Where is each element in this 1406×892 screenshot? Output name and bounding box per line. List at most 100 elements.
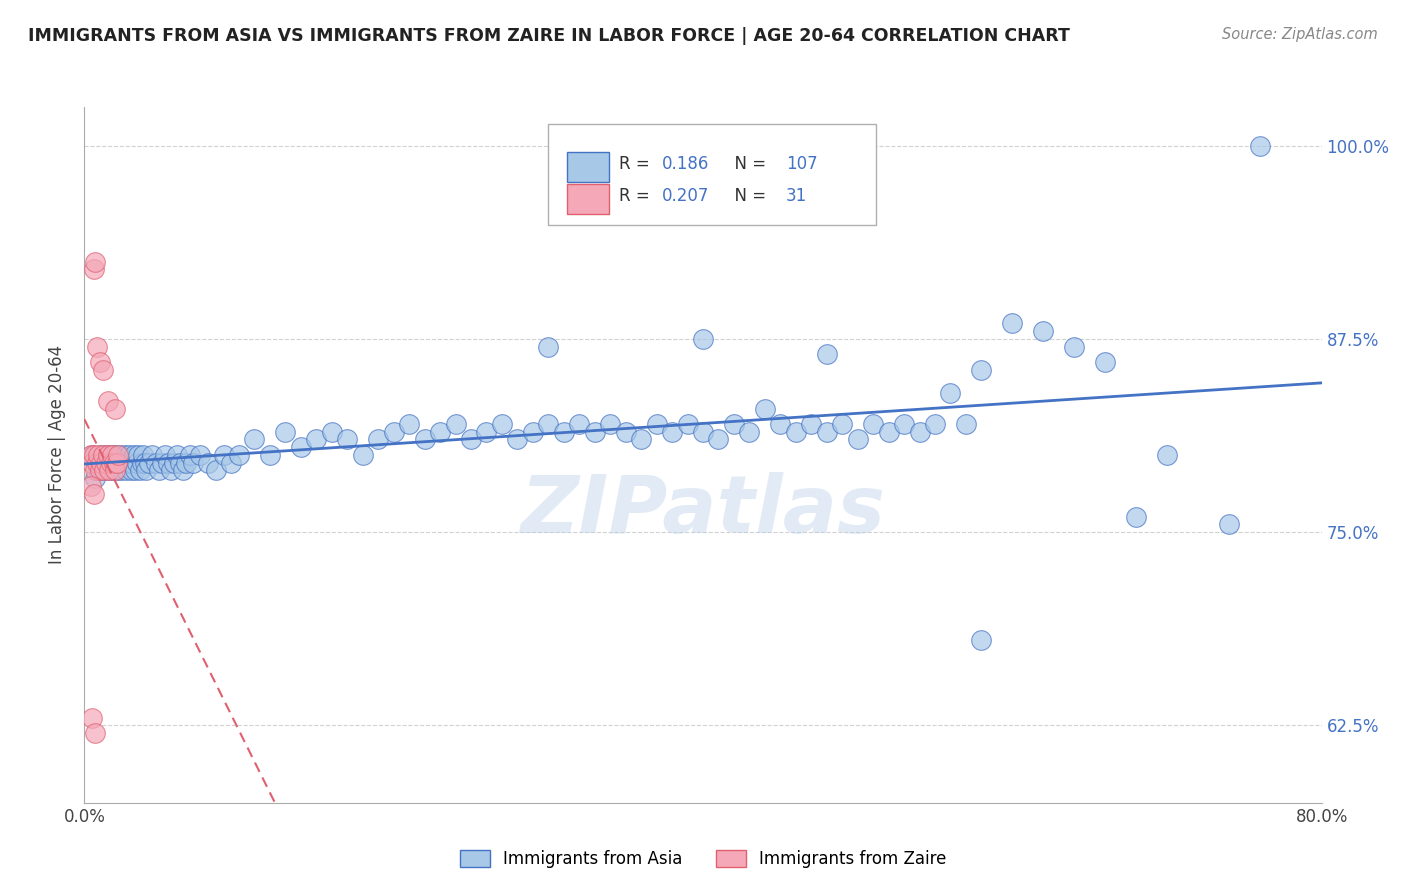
Point <box>83 448 105 462</box>
Point <box>128 448 150 462</box>
Point <box>877 425 900 439</box>
Point <box>692 425 714 439</box>
Point <box>97 463 120 477</box>
Point <box>135 463 157 477</box>
Point <box>105 463 128 477</box>
Point <box>738 425 761 439</box>
Point <box>537 340 560 354</box>
Point <box>101 448 124 462</box>
Point <box>336 433 359 447</box>
Point <box>86 340 108 354</box>
Point <box>1063 340 1085 354</box>
Point <box>122 448 145 462</box>
Point <box>84 463 107 477</box>
FancyBboxPatch shape <box>567 184 609 214</box>
Point <box>645 417 668 431</box>
Point <box>1001 317 1024 331</box>
Point <box>83 486 105 500</box>
Point <box>93 456 115 470</box>
Point <box>862 417 884 431</box>
Text: 107: 107 <box>786 154 817 173</box>
Point <box>131 456 153 470</box>
Point <box>382 425 405 439</box>
Point <box>1032 324 1054 338</box>
Point <box>87 448 110 462</box>
Point <box>148 463 170 477</box>
Point <box>769 417 792 431</box>
Point <box>79 479 101 493</box>
Point <box>398 417 420 431</box>
Point <box>583 425 606 439</box>
Point <box>166 448 188 462</box>
Point <box>176 456 198 470</box>
Point <box>228 448 250 462</box>
Point <box>129 463 152 477</box>
FancyBboxPatch shape <box>548 124 876 226</box>
Point <box>1249 138 1271 153</box>
Point <box>243 433 266 447</box>
Point <box>86 456 108 470</box>
Point <box>104 448 127 462</box>
Point <box>169 456 191 470</box>
Point <box>723 417 745 431</box>
Point <box>179 448 201 462</box>
Point <box>104 401 127 416</box>
Point <box>121 456 143 470</box>
Point <box>86 456 108 470</box>
Point <box>104 463 127 477</box>
Point <box>84 254 107 268</box>
Point <box>89 355 111 369</box>
Point <box>491 417 513 431</box>
Point <box>274 425 297 439</box>
Point <box>98 456 121 470</box>
Point <box>82 456 104 470</box>
Point <box>105 456 128 470</box>
Point <box>614 425 637 439</box>
Point <box>107 448 129 462</box>
Point <box>83 262 105 277</box>
Point <box>114 448 136 462</box>
Text: 0.207: 0.207 <box>662 186 710 204</box>
Point <box>89 456 111 470</box>
Point <box>460 433 482 447</box>
Point <box>537 417 560 431</box>
Point <box>970 633 993 648</box>
Point <box>444 417 467 431</box>
Point <box>1156 448 1178 462</box>
Point <box>259 448 281 462</box>
Point <box>91 363 114 377</box>
Point <box>800 417 823 431</box>
Point <box>413 433 436 447</box>
Text: Source: ZipAtlas.com: Source: ZipAtlas.com <box>1222 27 1378 42</box>
Point <box>815 347 838 361</box>
Point <box>172 463 194 477</box>
Point <box>79 448 101 462</box>
Point <box>103 456 125 470</box>
Point <box>290 880 312 892</box>
Point <box>138 456 160 470</box>
Point <box>160 463 183 477</box>
Point <box>150 456 173 470</box>
Point <box>188 448 212 462</box>
Point <box>475 425 498 439</box>
Point <box>94 456 117 470</box>
Point <box>846 433 869 447</box>
Point <box>115 463 138 477</box>
Text: IMMIGRANTS FROM ASIA VS IMMIGRANTS FROM ZAIRE IN LABOR FORCE | AGE 20-64 CORRELA: IMMIGRANTS FROM ASIA VS IMMIGRANTS FROM … <box>28 27 1070 45</box>
Point <box>82 711 104 725</box>
Point <box>89 463 111 477</box>
Point <box>754 401 776 416</box>
Point <box>97 393 120 408</box>
Point <box>321 425 343 439</box>
Point <box>90 456 112 470</box>
Point <box>924 417 946 431</box>
Point <box>132 448 155 462</box>
Point <box>134 456 156 470</box>
Point <box>156 456 179 470</box>
Point <box>84 726 107 740</box>
Point <box>84 471 107 485</box>
Point <box>98 463 121 477</box>
Text: N =: N = <box>724 154 772 173</box>
Point <box>110 463 132 477</box>
Point <box>661 425 683 439</box>
